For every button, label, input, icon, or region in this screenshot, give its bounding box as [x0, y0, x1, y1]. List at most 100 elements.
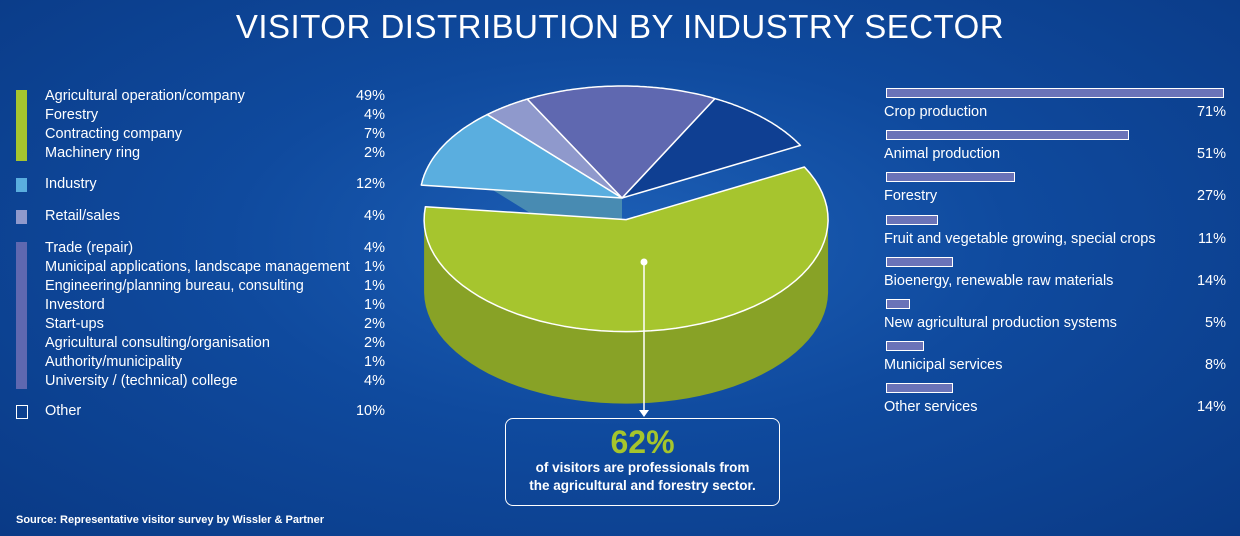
pie-slice-trade	[526, 85, 716, 199]
legend-swatch	[16, 178, 27, 192]
bar-category-label: New agricultural production systems	[884, 315, 1117, 331]
legend-value: 4%	[364, 240, 385, 256]
callout-value: 62%	[610, 424, 675, 460]
legend-value: 1%	[364, 297, 385, 313]
bar	[886, 383, 953, 394]
bar-category-label: Municipal services	[884, 357, 1003, 374]
legend-swatch	[16, 242, 27, 389]
bar	[886, 299, 910, 309]
legend-group: Retail/sales 4%	[16, 207, 388, 226]
bar	[886, 214, 939, 225]
pie-slice-agriculture	[423, 166, 829, 404]
legend-item: Municipal applications, landscape manage…	[16, 258, 388, 277]
legend-swatch	[16, 405, 28, 419]
bar	[886, 172, 1015, 183]
bar-value-label: 27%	[1196, 188, 1226, 205]
bar-value-label: 71%	[1196, 104, 1226, 120]
bar-row: Fruit and vegetable growing, special cro…	[884, 214, 1226, 255]
bar-row: Municipal services 8%	[884, 341, 1226, 381]
pie-top	[420, 113, 623, 199]
legend-label: Municipal applications, landscape manage…	[45, 259, 350, 275]
bar-value-label: 11%	[1198, 230, 1226, 247]
source-note: Source: Representative visitor survey by…	[16, 514, 325, 526]
legend-item: Agricultural operation/company 49%	[16, 87, 388, 106]
bar	[886, 130, 1129, 141]
legend-group: Trade (repair) 4% Municipal applications, …	[16, 239, 388, 391]
bar	[886, 341, 925, 352]
pointer-arrow	[639, 410, 649, 417]
bar	[886, 88, 1224, 98]
legend-item: Agricultural consulting/organisation 2%	[16, 334, 388, 353]
legend-label: Authority/municipality	[45, 354, 182, 370]
legend-group: Agricultural operation/company 49% Forestr…	[16, 87, 388, 163]
legend-value: 12%	[355, 176, 385, 192]
pie-slice-retail	[486, 98, 623, 199]
bar-value-label: 5%	[1205, 315, 1226, 331]
pie-top	[486, 98, 623, 199]
legend-value: 2%	[364, 316, 385, 332]
legend-label: Industry	[45, 176, 97, 192]
bar-category-label: Fruit and vegetable growing, special cro…	[884, 230, 1156, 247]
bar-category-label: Forestry	[884, 188, 938, 205]
legend-group: Other 10%	[16, 402, 388, 421]
legend-value: 2%	[364, 335, 385, 351]
callout-box: 62% of visitors are professionals from t…	[505, 418, 780, 506]
legend-value: 1%	[364, 354, 385, 370]
bar-category-label: Animal production	[884, 146, 1001, 163]
callout-line-2: the agricultural and forestry sector.	[529, 478, 756, 493]
bar-row: Crop production 71%	[884, 88, 1226, 128]
legend-swatch	[16, 210, 27, 224]
legend-item: Investord 1%	[16, 296, 388, 315]
bar-category-label: Bioenergy, renewable raw materials	[884, 272, 1114, 289]
legend-label: Other	[45, 403, 82, 419]
legend-value: 4%	[364, 107, 385, 123]
legend-label: Agricultural operation/company	[45, 88, 245, 104]
legend-value: 10%	[355, 403, 385, 419]
bar-row: Other services 14%	[884, 383, 1226, 423]
legend-value: 1%	[364, 278, 385, 294]
pie-slice-other	[621, 97, 802, 199]
legend-item: Forestry 4%	[16, 106, 388, 125]
bar-value-label: 51%	[1196, 146, 1226, 163]
legend-value: 7%	[364, 126, 385, 142]
bar-row: Bioenergy, renewable raw materials 14%	[884, 256, 1226, 297]
pie-side	[424, 220, 829, 404]
legend-item: Start-ups 2%	[16, 315, 388, 334]
bar-value-label: 14%	[1196, 399, 1226, 416]
legend-label: Investord	[45, 297, 105, 313]
legend-group: Industry 12%	[16, 175, 388, 194]
legend-item: Machinery ring 2%	[16, 144, 388, 163]
bar-row: Forestry 27%	[884, 172, 1226, 212]
pie-top	[621, 97, 802, 199]
bar-value-label: 8%	[1205, 357, 1226, 374]
legend-label: Engineering/planning bureau, consulting	[45, 278, 304, 294]
pie-top	[526, 85, 716, 199]
legend-label: Trade (repair)	[45, 240, 134, 256]
legend-value: 4%	[364, 373, 385, 389]
legend-label: Forestry	[45, 107, 99, 123]
legend-label: Contracting company	[45, 126, 183, 142]
legend-value: 2%	[364, 145, 385, 161]
bar-row: Animal production 51%	[884, 130, 1226, 170]
bar	[886, 256, 953, 267]
legend-item: Other 10%	[16, 402, 388, 421]
legend-item: Contracting company 7%	[16, 125, 388, 144]
bar-value-label: 14%	[1196, 272, 1226, 289]
legend-item: Industry 12%	[16, 175, 388, 194]
legend-item: Trade (repair) 4%	[16, 239, 388, 258]
legend-item: Retail/sales 4%	[16, 207, 388, 226]
legend-item: Engineering/planning bureau, consulting 1…	[16, 277, 388, 296]
legend-value: 1%	[364, 259, 385, 275]
page-title: VISITOR DISTRIBUTION BY INDUSTRY SECTOR	[235, 8, 1005, 45]
legend-label: Machinery ring	[45, 145, 141, 161]
bar-row: New agricultural production systems 5%	[884, 299, 1226, 339]
bar-category-label: Other services	[884, 399, 978, 416]
legend-item: Authority/municipality 1%	[16, 353, 388, 372]
legend-swatch	[16, 90, 27, 161]
legend-label: Retail/sales	[45, 208, 120, 224]
legend-label: Start-ups	[45, 316, 104, 332]
legend-label: University / (technical) college	[45, 373, 238, 389]
callout-line-1: of visitors are professionals from	[535, 460, 750, 475]
pie-top	[423, 166, 829, 333]
